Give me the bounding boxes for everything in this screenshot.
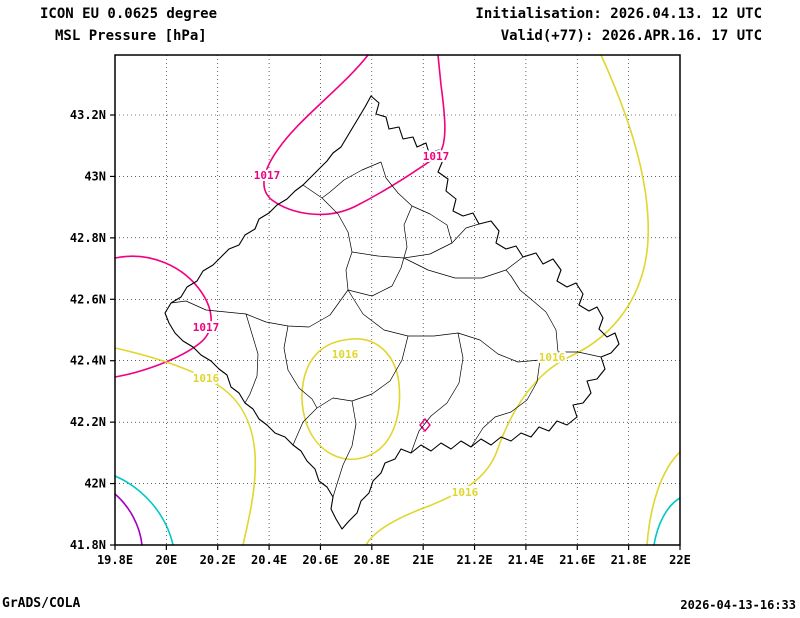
contour-label-1017: 1017 bbox=[254, 169, 281, 182]
x-tick-label: 21.2E bbox=[456, 553, 492, 567]
contour-line-magenta bbox=[419, 417, 431, 433]
district-border bbox=[505, 269, 559, 353]
valid-time-label: Valid(+77): 2026.APR.16. 17 UTC bbox=[500, 28, 762, 44]
x-tick-label: 20.4E bbox=[251, 553, 287, 567]
contour-line-cyan bbox=[114, 475, 174, 546]
district-border bbox=[470, 359, 541, 448]
contour-label-1016: 1016 bbox=[452, 486, 479, 499]
contour-label-1017: 1017 bbox=[193, 321, 220, 334]
x-tick-label: 21.6E bbox=[559, 553, 595, 567]
axis-tick-labels: 19.8E 20E 20.2E 20.4E 20.6E 20.8E 21E 21.2E 21.4… bbox=[70, 108, 691, 567]
contour-line-yellow bbox=[114, 347, 257, 546]
district-border bbox=[321, 161, 382, 199]
district-border bbox=[410, 332, 464, 454]
district-border bbox=[283, 325, 318, 409]
x-tick-label: 21.4E bbox=[508, 553, 544, 567]
grads-credit: GrADS/COLA bbox=[2, 596, 81, 611]
contour-line-yellow bbox=[301, 338, 401, 461]
district-border bbox=[302, 184, 353, 291]
x-tick-label: 20.2E bbox=[200, 553, 236, 567]
y-tick-label: 42.4N bbox=[70, 354, 106, 368]
gridlines bbox=[115, 55, 680, 545]
district-border bbox=[351, 223, 480, 259]
x-tick-label: 20E bbox=[156, 553, 178, 567]
axis-ticks bbox=[110, 114, 681, 550]
creation-timestamp: 2026-04-13-16:33 bbox=[680, 598, 796, 612]
field-title: MSL Pressure [hPa] bbox=[55, 28, 207, 44]
contour-line-cyan bbox=[653, 497, 681, 546]
y-tick-label: 42.6N bbox=[70, 292, 106, 306]
country-border bbox=[164, 95, 620, 530]
pressure-contours bbox=[114, 54, 681, 546]
district-border bbox=[380, 161, 413, 207]
district-border bbox=[411, 205, 453, 244]
contour-label-1016: 1016 bbox=[332, 348, 359, 361]
contour-line-purple bbox=[114, 493, 143, 546]
y-tick-label: 43.2N bbox=[70, 108, 106, 122]
x-tick-label: 20.8E bbox=[354, 553, 390, 567]
district-border bbox=[347, 205, 413, 297]
district-border bbox=[170, 289, 349, 328]
y-tick-label: 42N bbox=[84, 477, 106, 491]
contour-line-yellow bbox=[365, 54, 650, 546]
y-tick-label: 42.8N bbox=[70, 231, 106, 245]
contour-line-magenta bbox=[114, 255, 212, 378]
contour-line-yellow bbox=[646, 451, 681, 546]
contour-label-1016: 1016 bbox=[539, 351, 566, 364]
kosovo-border-map bbox=[164, 95, 620, 530]
contour-label-1017: 1017 bbox=[423, 150, 450, 163]
contour-value-labels: 1017 1017 1017 1016 1016 1016 1016 bbox=[191, 148, 568, 501]
x-tick-label: 21E bbox=[412, 553, 434, 567]
contour-line-magenta bbox=[263, 54, 446, 216]
model-title: ICON EU 0.0625 degree bbox=[40, 6, 218, 22]
x-tick-label: 19.8E bbox=[97, 553, 133, 567]
x-tick-label: 21.8E bbox=[611, 553, 647, 567]
y-tick-label: 42.2N bbox=[70, 415, 106, 429]
y-tick-label: 41.8N bbox=[70, 538, 106, 552]
district-border bbox=[332, 400, 357, 498]
contour-label-1016: 1016 bbox=[193, 372, 220, 385]
district-border bbox=[244, 313, 259, 404]
plot-frame bbox=[114, 54, 681, 546]
district-border bbox=[403, 256, 524, 279]
y-tick-label: 43N bbox=[84, 169, 106, 183]
x-tick-label: 22E bbox=[669, 553, 691, 567]
x-tick-label: 20.6E bbox=[302, 553, 338, 567]
init-time-label: Initialisation: 2026.04.13. 12 UTC bbox=[475, 6, 762, 22]
